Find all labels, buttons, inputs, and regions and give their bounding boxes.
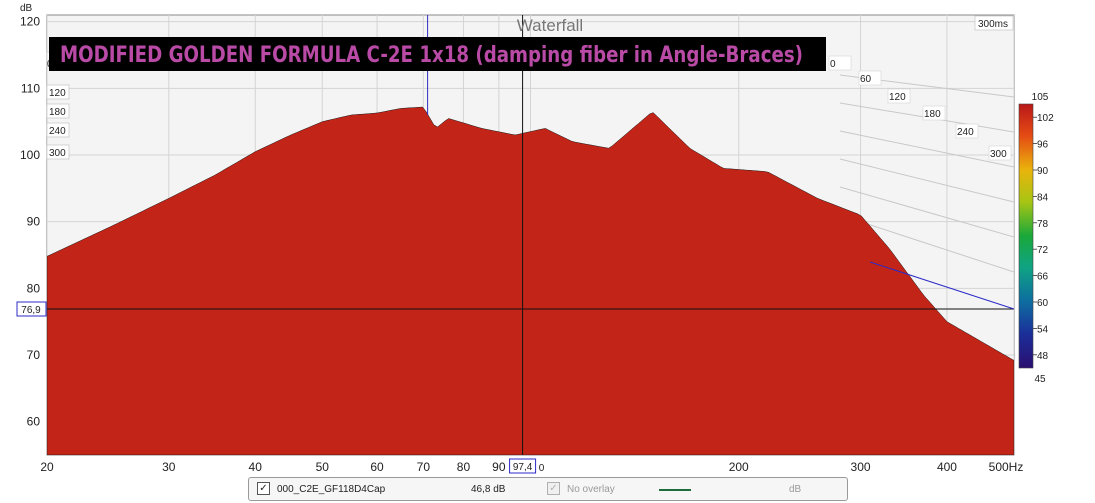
y-tick-label: 90 [27,215,41,229]
x-tick-label: 70 [417,460,431,474]
colorscale-tick-label: 48 [1037,351,1049,362]
waterfall-slices [47,106,1014,455]
colorscale-tick-label: 102 [1037,113,1054,124]
series-line-swatch [659,489,691,491]
time-tick-label: 0 [830,59,836,70]
time-tick-box [988,145,1012,161]
colorscale-min-label: 45 [1034,374,1046,385]
time-tick-box [46,144,70,160]
time-tick-box [887,88,911,104]
y-tick-label: 70 [27,348,41,362]
overlay-checkbox[interactable]: ✓ [547,482,560,495]
colorscale-tick-label: 84 [1037,192,1049,203]
cursor-level-box [16,301,47,317]
time-axis-labels: 601201802403000060120180240300300ms [46,15,1014,161]
legend-bar: ✓ 000_C2E_GF118D4Cap 46,8 dB ✓ No overla… [248,477,848,501]
x-tick-label: 0 [539,463,545,474]
time-tick-box [955,123,979,139]
y-axis: 60 70 80 90 100 110 120 76,9 [16,15,47,429]
y-tick-label: 120 [20,15,40,29]
time-tick-box [858,70,882,86]
time-tick-label: 180 [924,109,941,120]
x-tick-label: 200 [729,460,749,474]
time-tick-label: 180 [49,107,66,118]
time-tick-label: 240 [957,127,974,138]
time-tick-label: 300 [49,148,66,159]
time-tick-box [922,105,946,121]
cursor-frequency-box [509,458,537,474]
y-tick-label: 100 [20,148,40,162]
time-tick-box [46,122,70,138]
colorscale-max-label: 105 [1032,92,1049,103]
time-tick-label: 60 [860,74,872,85]
colorscale-tick-label: 60 [1037,298,1049,309]
colorscale-tick-label: 78 [1037,219,1049,230]
x-tick-label: 400 [937,460,957,474]
series-value: 46,8 dB [471,484,506,495]
x-tick-label: 500Hz [989,460,1024,474]
time-tick-label: 120 [889,92,906,103]
time-tick-box [828,55,852,71]
waterfall-slice [47,106,1014,455]
colorscale-tick-label: 90 [1037,166,1049,177]
colorscale-tick-label: 66 [1037,272,1049,283]
cursor-level-label: 76,9 [21,305,41,316]
time-tick-label: 300 [990,149,1007,160]
cursor-frequency-label: 97,4 [513,462,533,473]
overlay-unit: dB [789,484,802,495]
x-tick-label: 50 [316,460,330,474]
chart-title: Waterfall [517,16,583,35]
y-tick-label: 80 [27,281,41,295]
x-tick-label: 20 [40,460,54,474]
overlay-label: No overlay [567,484,615,495]
x-tick-label: 30 [162,460,176,474]
x-tick-label: 40 [249,460,263,474]
colorscale-tick-label: 72 [1037,245,1049,256]
time-max-label: 300ms [978,19,1008,30]
x-tick-label: 60 [370,460,384,474]
time-max-box [974,15,1014,31]
banner-title: MODIFIED GOLDEN FORMULA C-2E 1x18 (dampi… [60,43,803,68]
y-tick-label: 60 [27,415,41,429]
x-tick-label: 90 [492,460,506,474]
series-name: 000_C2E_GF118D4Cap [277,484,386,495]
blue-perspective-line [869,261,1015,310]
colorscale-tick-label: 54 [1037,324,1049,335]
x-axis: 20 30 40 50 60 70 80 90 200 300 400 500Hz 97,4 0 [40,458,1024,474]
banner-box [49,37,826,71]
color-scale: 105 45 102 96 90 84 78 72 66 60 54 48 [1018,92,1054,385]
time-tick-box [46,84,70,100]
time-tick-box [46,103,70,119]
time-tick-label: 240 [49,126,66,137]
x-tick-label: 300 [851,460,871,474]
series-checkbox[interactable]: ✓ [257,482,270,495]
x-tick-label: 80 [457,460,471,474]
time-tick-label: 120 [49,88,66,99]
y-unit-label: dB [20,3,33,14]
colorscale-gradient [1018,103,1034,369]
y-tick-label: 110 [21,81,40,95]
colorscale-tick-label: 96 [1037,140,1049,151]
